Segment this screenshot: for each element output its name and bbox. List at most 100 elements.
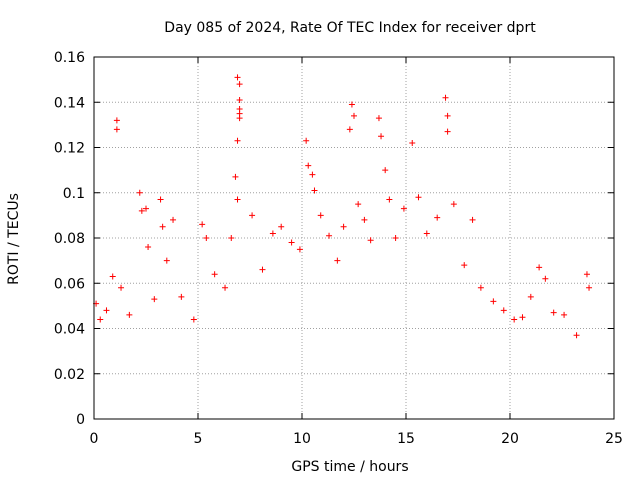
y-tick-label: 0.14 xyxy=(54,95,85,111)
x-tick-label: 0 xyxy=(90,431,99,447)
data-point xyxy=(303,137,310,144)
data-point xyxy=(444,128,451,135)
data-point xyxy=(309,171,316,178)
data-point xyxy=(550,309,557,316)
data-point xyxy=(236,115,243,122)
data-point xyxy=(103,307,110,314)
data-point xyxy=(340,223,347,230)
data-point xyxy=(211,271,218,278)
axis-ticks: 0 0.02 0.04 0.06 0.08 0.1 0.12 0.14 0.16 0 5 10 15 20… xyxy=(54,50,623,447)
data-point xyxy=(536,264,543,271)
data-point xyxy=(236,81,243,88)
data-point xyxy=(311,187,318,194)
data-point xyxy=(586,284,593,291)
data-point xyxy=(450,201,457,208)
data-point xyxy=(542,275,549,282)
data-point xyxy=(561,311,568,318)
data-point xyxy=(346,126,353,133)
data-point xyxy=(434,214,441,221)
data-point xyxy=(573,332,580,339)
data-point xyxy=(355,201,362,208)
data-point xyxy=(400,205,407,212)
data-point xyxy=(145,244,152,251)
grid-lines xyxy=(94,57,614,419)
data-point xyxy=(305,162,312,169)
data-point xyxy=(249,212,256,219)
data-point xyxy=(151,296,158,303)
data-point xyxy=(409,139,416,146)
data-point xyxy=(392,235,399,241)
data-point xyxy=(500,307,507,314)
data-point xyxy=(469,216,476,223)
x-axis-label: GPS time / hours xyxy=(291,459,408,475)
data-point xyxy=(138,207,145,214)
data-point xyxy=(288,239,295,246)
data-point xyxy=(228,235,235,241)
data-point xyxy=(477,284,484,291)
data-points xyxy=(93,74,593,339)
data-point xyxy=(519,314,526,321)
data-point xyxy=(442,94,449,101)
data-point xyxy=(178,293,185,300)
plot-frame xyxy=(93,56,615,420)
data-point xyxy=(382,167,389,174)
data-point xyxy=(583,271,590,278)
y-tick-label: 0.06 xyxy=(54,276,85,292)
y-tick-label: 0 xyxy=(76,412,85,428)
x-tick-label: 5 xyxy=(194,431,203,447)
data-point xyxy=(157,196,164,203)
data-point xyxy=(334,257,341,264)
y-tick-label: 0.12 xyxy=(54,141,85,157)
data-point xyxy=(113,126,120,133)
data-point xyxy=(490,298,497,305)
data-point xyxy=(199,221,206,228)
data-point xyxy=(234,74,241,81)
data-point xyxy=(444,112,451,119)
data-point xyxy=(222,284,229,291)
data-point xyxy=(278,223,285,230)
data-point xyxy=(236,96,243,103)
data-point xyxy=(234,196,241,203)
data-point xyxy=(375,115,382,122)
data-point xyxy=(159,223,166,230)
data-point xyxy=(415,194,422,201)
x-tick-label: 25 xyxy=(605,431,623,447)
x-tick-label: 10 xyxy=(293,431,311,447)
data-point xyxy=(190,316,197,323)
data-point xyxy=(527,293,534,300)
data-point xyxy=(423,230,430,237)
data-point xyxy=(269,230,276,237)
data-point xyxy=(118,284,125,291)
data-point xyxy=(461,262,468,269)
data-point xyxy=(259,266,266,273)
data-point xyxy=(326,232,333,239)
y-tick-label: 0.16 xyxy=(54,50,85,66)
data-point xyxy=(234,137,241,144)
x-tick-label: 15 xyxy=(397,431,415,447)
y-tick-label: 0.08 xyxy=(54,231,85,247)
y-tick-label: 0.02 xyxy=(54,367,85,383)
data-point xyxy=(163,257,170,264)
data-point xyxy=(109,273,116,280)
data-point xyxy=(351,112,357,119)
chart-title: Day 085 of 2024, Rate Of TEC Index for r… xyxy=(164,20,536,36)
data-point xyxy=(232,173,239,180)
y-tick-label: 0.04 xyxy=(54,322,85,338)
y-axis-label: ROTI / TECUs xyxy=(6,193,22,285)
data-point xyxy=(143,205,149,212)
y-tick-label: 0.1 xyxy=(63,186,85,202)
data-point xyxy=(348,101,355,108)
data-point xyxy=(170,216,177,223)
data-point xyxy=(113,117,120,124)
data-point xyxy=(126,311,133,318)
data-point xyxy=(136,189,143,196)
data-point xyxy=(296,246,303,253)
data-point xyxy=(511,316,518,323)
data-point xyxy=(317,212,324,219)
data-point xyxy=(203,235,210,241)
data-point xyxy=(97,316,104,323)
data-point xyxy=(378,133,385,140)
data-point xyxy=(386,196,393,203)
x-tick-label: 20 xyxy=(501,431,519,447)
